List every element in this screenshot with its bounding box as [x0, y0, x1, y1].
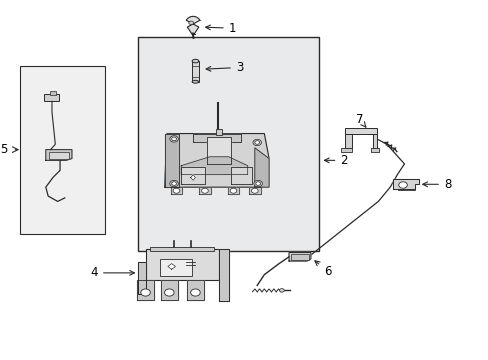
- Circle shape: [251, 188, 258, 193]
- Bar: [138, 37, 318, 251]
- Bar: [345, 128, 377, 134]
- Text: 8: 8: [422, 178, 450, 191]
- Bar: [372, 134, 377, 148]
- Bar: [49, 152, 69, 158]
- Text: 4: 4: [90, 266, 134, 279]
- Circle shape: [398, 182, 407, 188]
- Bar: [341, 148, 351, 152]
- Bar: [20, 66, 105, 234]
- Circle shape: [188, 21, 193, 24]
- Text: 6: 6: [314, 261, 330, 278]
- Ellipse shape: [192, 80, 198, 83]
- Polygon shape: [167, 264, 175, 269]
- Polygon shape: [193, 134, 240, 143]
- Polygon shape: [207, 137, 231, 164]
- Bar: [50, 91, 56, 95]
- Polygon shape: [199, 187, 210, 194]
- Polygon shape: [186, 17, 200, 33]
- Circle shape: [171, 182, 176, 185]
- Bar: [145, 249, 219, 280]
- Bar: [370, 148, 379, 152]
- Polygon shape: [164, 134, 268, 187]
- Circle shape: [173, 188, 180, 193]
- Polygon shape: [254, 148, 268, 187]
- Bar: [44, 94, 59, 102]
- Polygon shape: [186, 280, 203, 300]
- Circle shape: [252, 139, 261, 146]
- Circle shape: [279, 289, 284, 292]
- Circle shape: [255, 182, 260, 185]
- Circle shape: [169, 136, 178, 142]
- Polygon shape: [46, 150, 72, 160]
- Bar: [192, 61, 198, 82]
- Polygon shape: [170, 187, 182, 194]
- Circle shape: [254, 141, 259, 144]
- Text: 5: 5: [0, 143, 8, 156]
- Polygon shape: [392, 179, 418, 189]
- Polygon shape: [248, 187, 260, 194]
- Text: 1: 1: [205, 22, 236, 35]
- Circle shape: [171, 137, 176, 141]
- Polygon shape: [190, 175, 195, 180]
- Circle shape: [164, 289, 174, 296]
- Bar: [150, 247, 214, 251]
- Ellipse shape: [192, 59, 198, 63]
- Polygon shape: [227, 187, 239, 194]
- Bar: [290, 254, 308, 260]
- Polygon shape: [181, 167, 204, 184]
- Bar: [345, 134, 351, 148]
- Polygon shape: [138, 262, 145, 294]
- Polygon shape: [219, 249, 228, 301]
- Polygon shape: [181, 157, 247, 175]
- Polygon shape: [137, 280, 154, 300]
- Circle shape: [169, 180, 178, 187]
- Text: 3: 3: [206, 61, 243, 74]
- Polygon shape: [288, 252, 310, 261]
- Circle shape: [190, 289, 200, 296]
- Bar: [216, 129, 222, 135]
- Circle shape: [201, 188, 208, 193]
- Circle shape: [141, 289, 150, 296]
- Polygon shape: [231, 167, 252, 184]
- Text: 2: 2: [324, 154, 347, 167]
- Polygon shape: [164, 134, 179, 187]
- Bar: [160, 259, 192, 276]
- Circle shape: [253, 180, 262, 187]
- Text: 7: 7: [355, 113, 365, 127]
- Polygon shape: [161, 280, 178, 300]
- Circle shape: [230, 188, 236, 193]
